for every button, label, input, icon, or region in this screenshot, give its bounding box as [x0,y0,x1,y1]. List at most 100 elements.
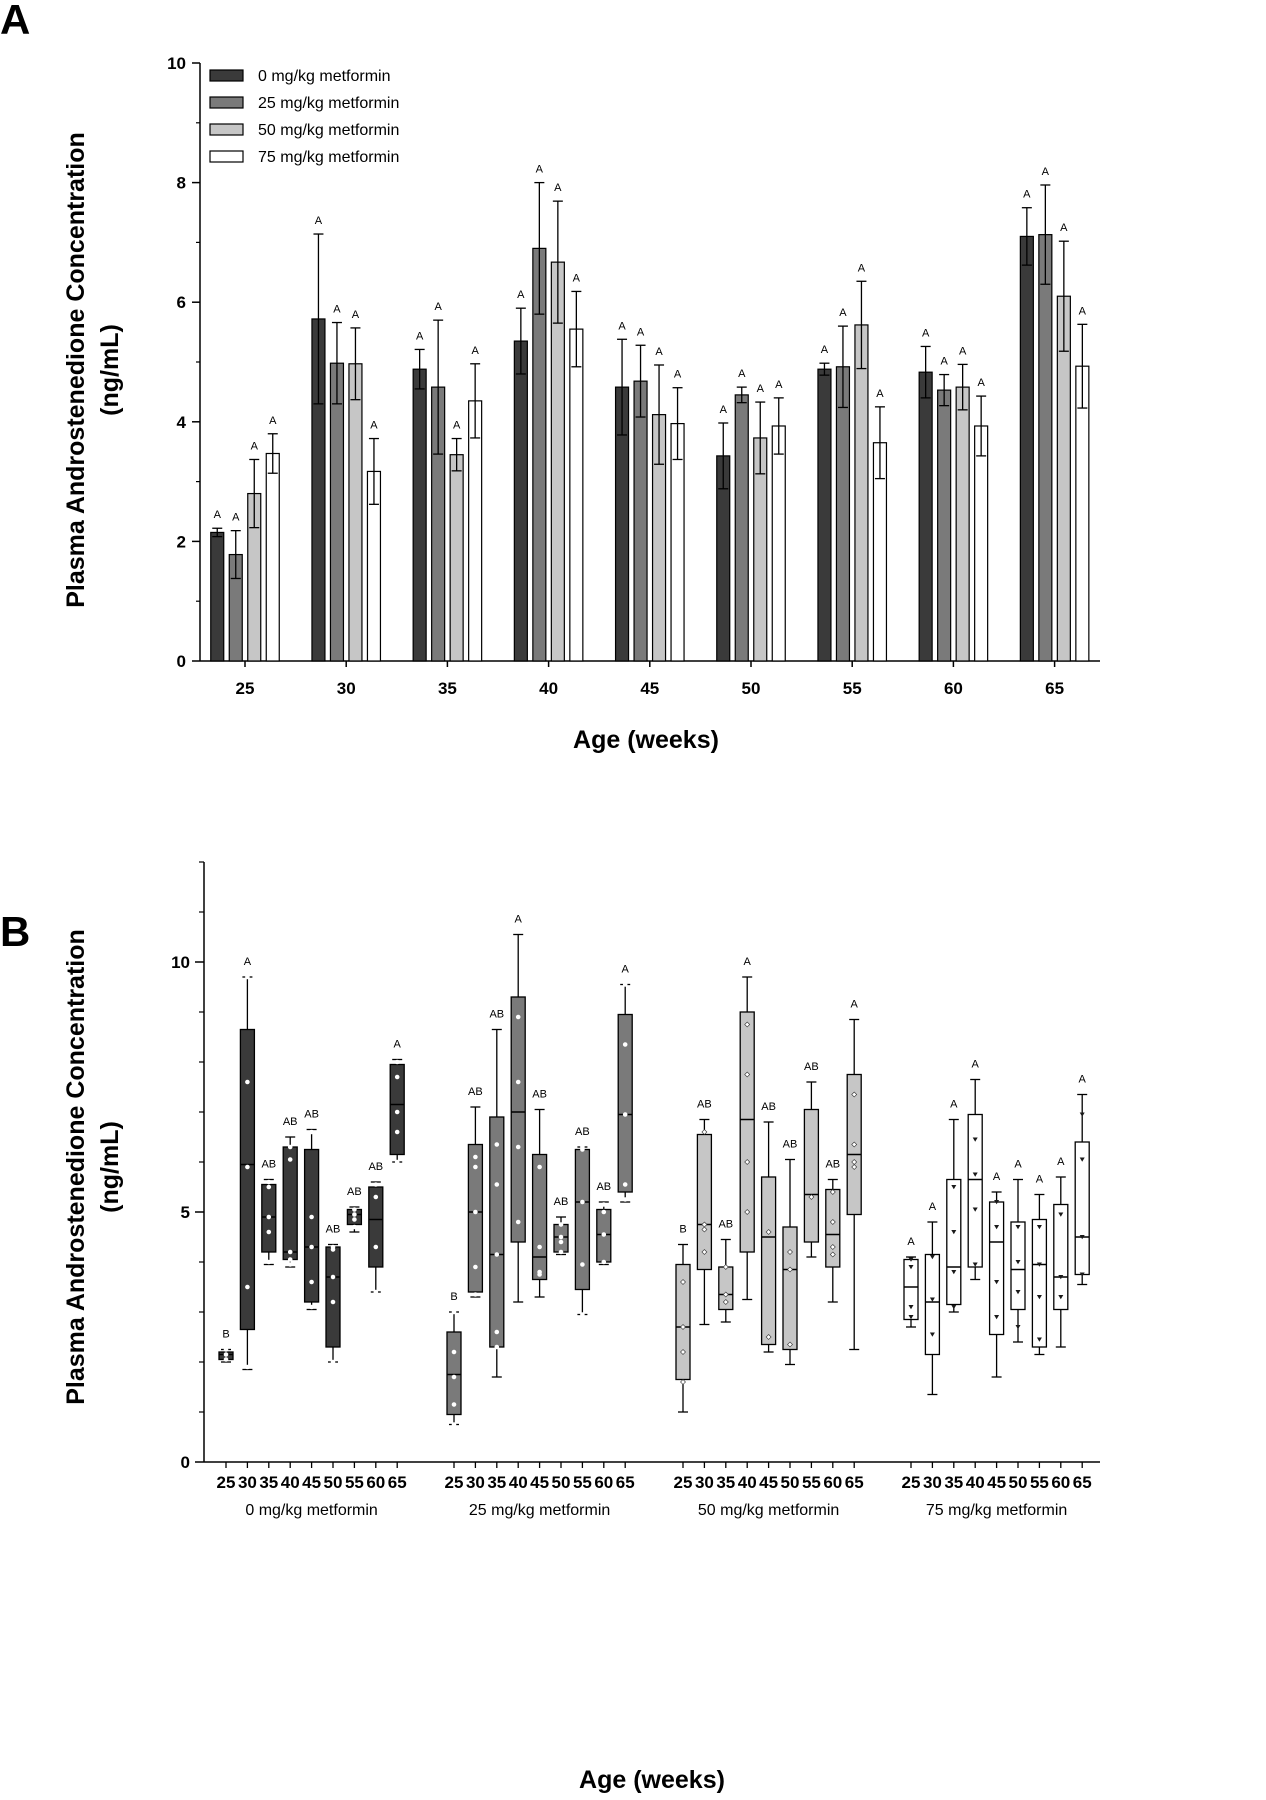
x-tick-label: 35 [259,1473,278,1492]
x-tick-label: 65 [845,1473,864,1492]
x-tick-label: 25 [445,1473,464,1492]
x-tick-label: 30 [238,1473,257,1492]
x-tick-label: 50 [742,679,761,698]
data-point [601,1209,607,1215]
significance-letter: A [858,262,866,274]
data-point [394,1159,400,1165]
data-point [829,1244,836,1250]
bar [1019,235,1034,662]
x-tick-label: 55 [345,1473,364,1492]
data-point [558,1249,564,1255]
data-point [352,1224,357,1230]
data-point [908,1315,914,1320]
significance-letter: AB [596,1181,611,1193]
x-tick-label: 65 [1073,1473,1092,1492]
significance-letter: A [416,330,424,342]
significance-letter: A [1057,1156,1065,1168]
x-tick-label: 55 [1030,1473,1049,1492]
data-point [330,1359,336,1365]
bar [210,531,225,662]
significance-letter: A [244,956,252,968]
significance-letter: A [573,272,581,284]
data-point [744,1071,751,1078]
data-point [851,1091,858,1098]
data-point [309,1214,314,1220]
y-axis-title-line-2: (ng/mL) [96,1121,124,1213]
significance-letter: A [720,404,728,416]
significance-letter: A [1060,222,1068,234]
data-point [309,1244,314,1250]
significance-letter: A [929,1201,937,1213]
data-point [1058,1295,1064,1300]
legend-label: 25 mg/kg metformin [258,95,399,112]
bar [974,425,989,662]
data-point [1015,1225,1021,1230]
data-point [451,1422,457,1427]
box [1074,1141,1090,1276]
significance-letter: A [993,1171,1001,1183]
data-point [1036,1295,1042,1300]
data-point [473,1209,478,1215]
data-point [245,1079,250,1085]
data-point [622,1197,628,1202]
data-point [266,1179,272,1185]
data-point [994,1315,1000,1320]
bar [937,389,952,662]
box [239,1028,256,1331]
data-point [558,1234,564,1240]
group-label: 75 mg/kg metformin [926,1502,1067,1519]
significance-letter: A [370,420,378,432]
group-label: 50 mg/kg metformin [698,1502,839,1519]
significance-letter: A [744,956,752,968]
x-tick-label: 30 [923,1473,942,1492]
box [1010,1221,1026,1311]
data-point [601,1232,607,1237]
data-point [515,1079,521,1085]
data-point [580,1262,585,1267]
data-point [473,1154,478,1160]
data-point [494,1329,500,1335]
data-point [1015,1325,1021,1330]
legend-swatch [209,96,244,109]
box [1031,1218,1048,1348]
significance-letter: A [851,999,859,1011]
data-point [972,1172,978,1177]
data-point [951,1185,957,1190]
data-point [601,1202,607,1207]
data-point [1079,1272,1085,1277]
data-point [394,1074,400,1080]
significance-letter: AB [554,1196,569,1208]
bar [569,328,584,662]
data-point [287,1262,293,1267]
data-point [287,1144,293,1150]
data-point [373,1244,379,1250]
data-point [473,1292,478,1297]
data-point [701,1129,708,1135]
data-point [1036,1262,1042,1267]
significance-letter: A [232,512,240,524]
significance-letter: AB [283,1116,298,1128]
x-tick-label: 60 [944,679,963,698]
data-point [580,1147,585,1152]
data-point [1079,1235,1085,1240]
significance-letter: A [352,309,360,321]
x-tick-label: 65 [1045,679,1064,698]
data-point [972,1207,978,1212]
data-point [580,1199,585,1205]
bar [265,452,280,662]
y-tick-label: 8 [177,174,186,193]
data-point [494,1252,500,1257]
data-point [722,1299,729,1305]
box [446,1331,462,1416]
significance-letter: A [536,164,544,176]
significance-letter: AB [575,1126,590,1138]
data-point [373,1289,379,1295]
bar [835,366,851,662]
bar [468,400,483,662]
significance-letter: AB [326,1224,341,1236]
panel-a-label: A [0,0,30,43]
data-point [580,1312,585,1317]
significance-letter: A [269,415,277,427]
data-point [787,1341,793,1348]
